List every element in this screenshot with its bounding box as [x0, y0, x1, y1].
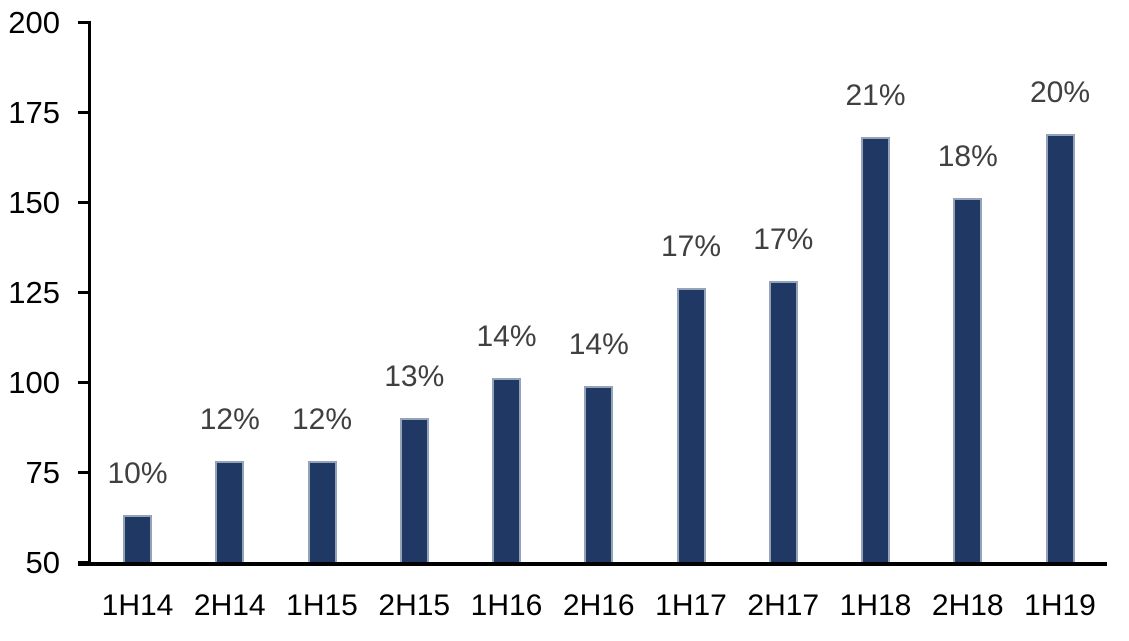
- bar-value-label: 18%: [937, 140, 998, 174]
- y-tick-mark: [78, 561, 91, 564]
- x-axis-line: [78, 562, 1107, 566]
- bar: [399, 418, 429, 562]
- y-tick-mark: [78, 291, 91, 294]
- y-tick-label: 150: [8, 185, 60, 220]
- y-tick-mark: [78, 471, 91, 474]
- y-tick-mark: [78, 111, 91, 114]
- bar: [492, 378, 521, 562]
- bar-value-label: 13%: [384, 360, 445, 393]
- y-tick-label: 200: [8, 5, 60, 40]
- bar: [953, 198, 983, 562]
- y-tick-label: 50: [25, 545, 60, 580]
- y-tick-label: 75: [25, 455, 60, 490]
- bar: [1045, 133, 1075, 562]
- y-axis-line: [88, 22, 91, 566]
- bar: [123, 515, 152, 562]
- bar: [768, 281, 798, 562]
- y-tick-mark: [78, 21, 91, 24]
- y-tick-mark: [78, 381, 91, 384]
- x-tick-label: 1H18: [839, 589, 912, 622]
- x-tick-label: 2H16: [562, 589, 635, 622]
- bar: [861, 137, 890, 562]
- x-tick-label: 1H16: [470, 589, 543, 622]
- y-tick-label: 100: [8, 365, 60, 400]
- bar-value-label: 14%: [476, 320, 537, 354]
- bar: [307, 461, 337, 562]
- bar: [676, 288, 706, 562]
- y-tick-label: 175: [8, 95, 60, 130]
- bar: [215, 461, 245, 562]
- y-tick-mark: [78, 201, 91, 204]
- y-tick-label: 125: [8, 275, 60, 310]
- x-tick-label: 2H17: [747, 589, 820, 622]
- bar: [584, 385, 614, 562]
- bar-value-label: 14%: [568, 327, 629, 361]
- bar-value-label: 21%: [845, 79, 906, 113]
- bar-value-label: 12%: [291, 403, 353, 437]
- x-tick-label: 1H15: [286, 589, 358, 622]
- x-tick-label: 2H18: [931, 589, 1004, 622]
- x-tick-label: 1H14: [101, 589, 174, 622]
- bar-value-label: 17%: [753, 223, 814, 257]
- bar-value-label: 17%: [660, 230, 722, 264]
- bar-value-label: 20%: [1029, 75, 1091, 109]
- bar-value-label: 10%: [107, 457, 168, 491]
- bar-value-label: 12%: [199, 403, 260, 437]
- x-tick-label: 2H15: [378, 589, 451, 622]
- x-tick-label: 2H14: [193, 589, 266, 622]
- x-tick-label: 1H17: [655, 589, 727, 622]
- x-tick-label: 1H19: [1024, 589, 1096, 622]
